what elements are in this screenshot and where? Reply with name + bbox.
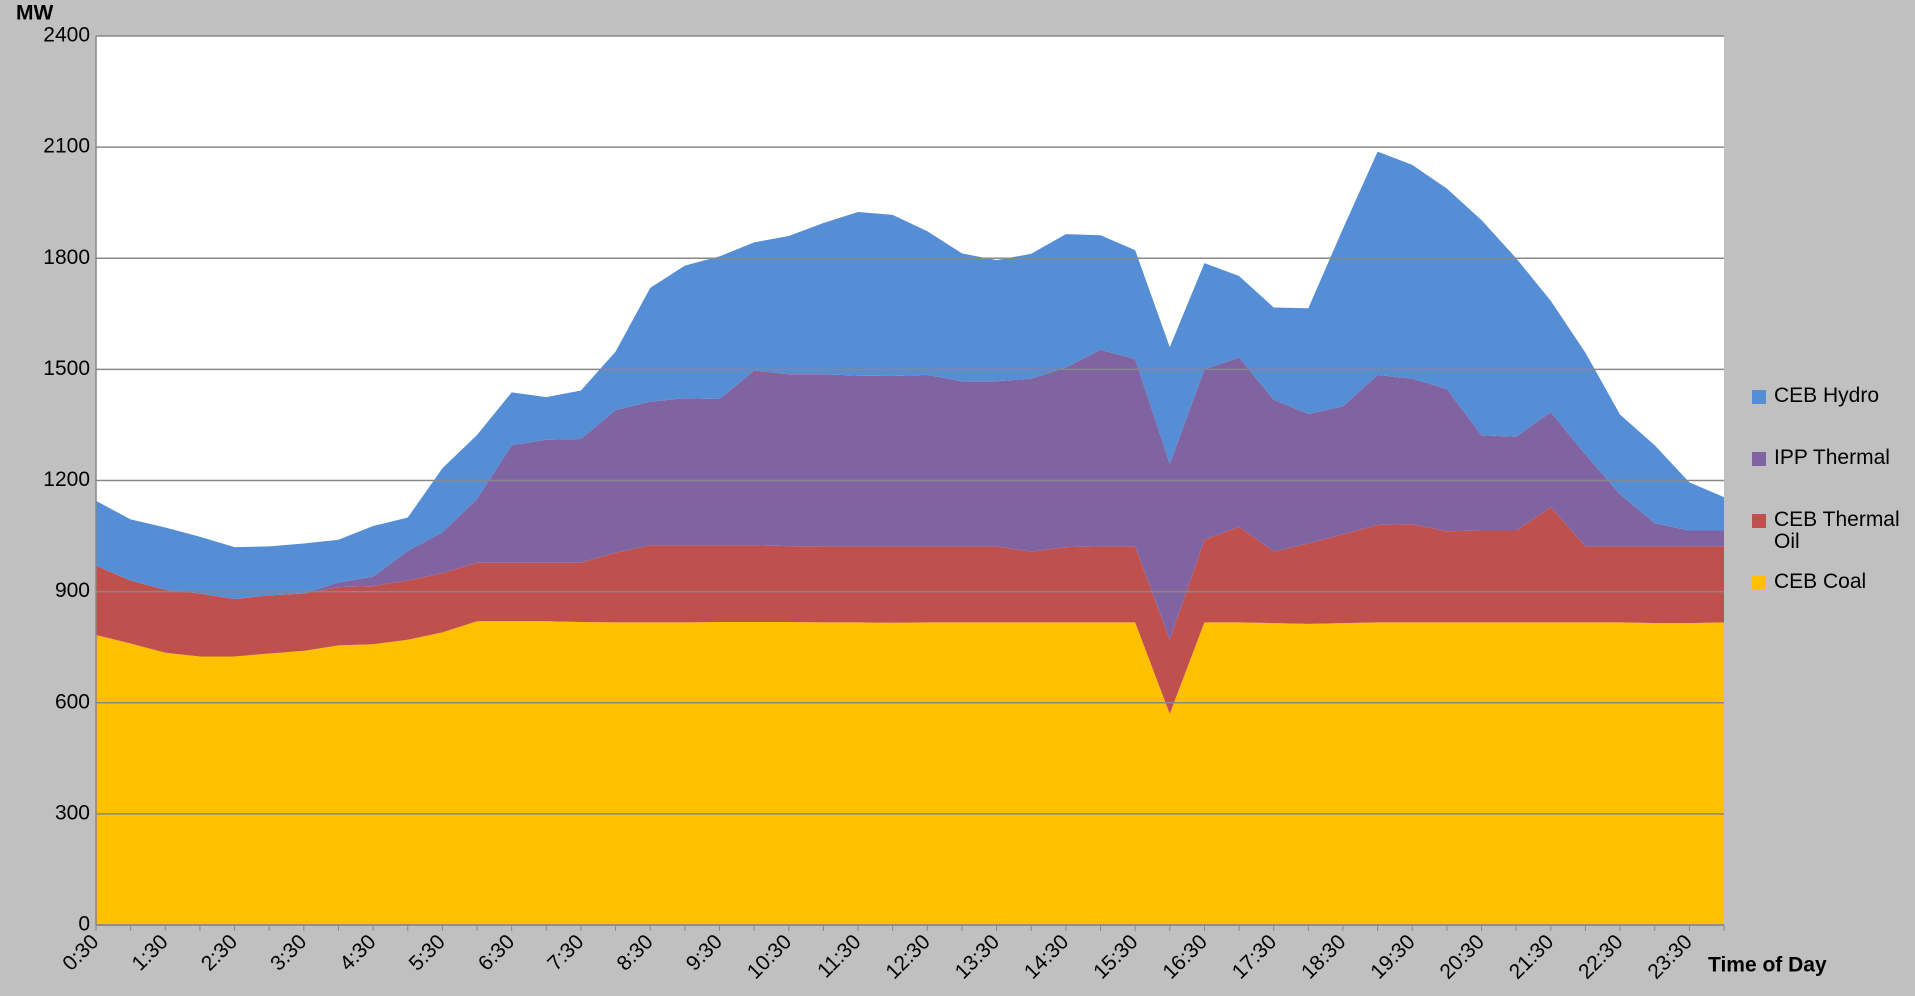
x-tick-label: 15:30 (1089, 930, 1142, 983)
legend-label: CEB Hydro (1774, 384, 1880, 407)
y-tick-label: 2100 (43, 135, 90, 158)
y-tick-label: 900 (55, 579, 90, 602)
x-tick-label: 11:30 (813, 930, 865, 982)
x-tick-label: 5:30 (405, 930, 450, 975)
legend: CEB Hydro IPP Thermal CEB Thermal Oil CEB C… (1752, 385, 1912, 633)
x-tick-label: 1:30 (128, 930, 173, 975)
x-tick-label: 14:30 (1020, 930, 1073, 983)
x-tick-label: 23:30 (1643, 930, 1696, 983)
legend-swatch (1752, 514, 1766, 528)
legend-swatch (1752, 452, 1766, 466)
x-tick-label: 20:30 (1436, 930, 1489, 983)
x-axis-label: Time of Day (1708, 954, 1827, 977)
x-tick-label: 16:30 (1158, 930, 1211, 983)
y-tick-label: 1200 (43, 468, 90, 491)
x-tick-label: 2:30 (197, 930, 242, 975)
legend-item: IPP Thermal (1752, 447, 1912, 509)
y-tick-label: 1500 (43, 357, 90, 380)
legend-label: CEB Thermal Oil (1774, 508, 1900, 553)
x-tick-label: 8:30 (613, 930, 658, 975)
area (96, 621, 1724, 925)
y-tick-label: 2400 (43, 24, 90, 47)
x-tick-label: 3:30 (266, 930, 311, 975)
x-tick-label: 10:30 (743, 930, 796, 983)
x-tick-label: 4:30 (335, 930, 380, 975)
x-tick-label: 9:30 (682, 930, 727, 975)
legend-swatch (1752, 576, 1766, 590)
legend-label: IPP Thermal (1774, 446, 1890, 469)
legend-swatch (1752, 390, 1766, 404)
x-tick-label: 12:30 (881, 930, 934, 983)
x-tick-label: 22:30 (1574, 930, 1627, 983)
y-axis-label: MW (16, 2, 53, 25)
y-tick-label: 300 (55, 801, 90, 824)
legend-item: CEB Hydro (1752, 385, 1912, 447)
area (96, 507, 1724, 714)
x-tick-label: 17:30 (1228, 930, 1281, 983)
area (96, 349, 1724, 640)
x-tick-label: 0:30 (58, 930, 103, 975)
x-tick-label: 13:30 (951, 930, 1004, 983)
areas (96, 151, 1724, 925)
x-tick-label: 19:30 (1366, 930, 1419, 983)
y-tick-label: 1800 (43, 246, 90, 269)
x-tick-label: 7:30 (543, 930, 588, 975)
y-tick-label: 600 (55, 690, 90, 713)
y-tick-label: 0 (78, 913, 90, 936)
x-tick-label: 21:30 (1505, 930, 1558, 983)
x-tick-label: 18:30 (1297, 930, 1350, 983)
legend-item: CEB Thermal Oil (1752, 509, 1912, 571)
legend-label: CEB Coal (1774, 570, 1867, 593)
area (96, 151, 1724, 600)
x-tick-label: 6:30 (474, 930, 519, 975)
legend-item: CEB Coal (1752, 571, 1912, 633)
